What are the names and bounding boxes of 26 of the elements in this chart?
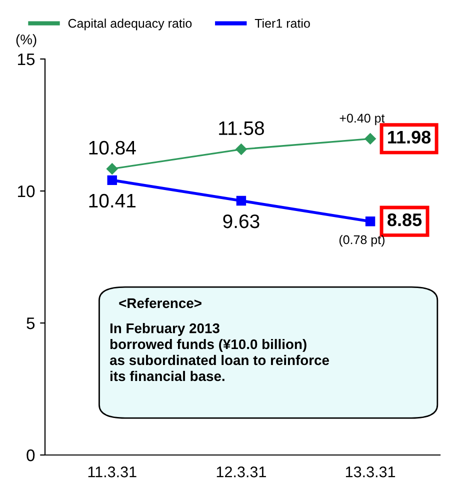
point bbox=[107, 175, 117, 186]
y-tick-label: 5 bbox=[26, 318, 35, 330]
annotation: +0.40 pt bbox=[340, 114, 385, 126]
point bbox=[236, 144, 247, 155]
data-label: 11.98 bbox=[388, 130, 431, 144]
data-label: 10.41 bbox=[89, 194, 136, 208]
legend-label: Capital adequacy ratio bbox=[68, 18, 192, 30]
y-axis-title: (%) bbox=[16, 34, 36, 48]
y-tick-label: 10 bbox=[18, 185, 35, 198]
x-tick-label: 12.3.31 bbox=[216, 466, 266, 478]
x-tick-label: 11.3.31 bbox=[88, 466, 136, 478]
y-tick-label: 0 bbox=[26, 449, 35, 462]
point bbox=[365, 216, 376, 226]
annotation: <Reference> bbox=[119, 298, 202, 308]
data-label: 11.58 bbox=[219, 121, 264, 136]
legend-label: Tier1 ratio bbox=[254, 18, 310, 28]
annotation: In February 2013 borrowed funds (¥10.0 billion) as subordinated loan to reinforce its financial base. bbox=[110, 323, 330, 382]
x-tick-label: 13.3.31 bbox=[346, 466, 396, 478]
data-label: 9.63 bbox=[223, 214, 260, 228]
point bbox=[364, 133, 376, 144]
point bbox=[236, 196, 246, 206]
y-tick-label: 15 bbox=[18, 54, 35, 66]
data-label: 10.84 bbox=[89, 140, 136, 155]
point bbox=[106, 163, 118, 174]
data-label: 8.85 bbox=[388, 213, 422, 226]
annotation: (0.78 pt) bbox=[339, 234, 384, 247]
